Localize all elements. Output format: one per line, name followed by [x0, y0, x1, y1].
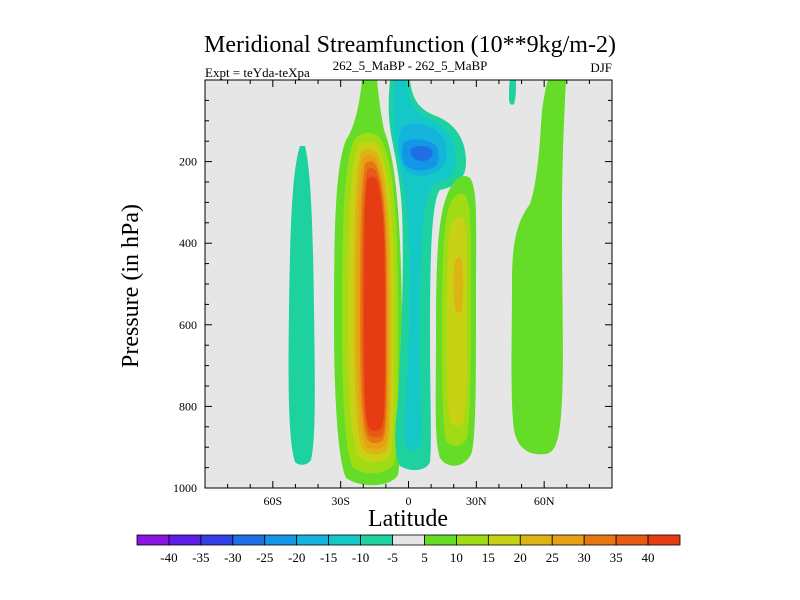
colorbar-label: 5	[421, 550, 428, 565]
experiment-label: Expt = teYda-teXpa	[205, 65, 310, 80]
colorbar-label: -30	[224, 550, 241, 565]
contour-level	[392, 80, 456, 451]
contour-level	[410, 145, 433, 162]
y-tick-label: 1000	[173, 481, 197, 495]
colorbar-label: -15	[320, 550, 337, 565]
colorbar-label: 30	[578, 550, 591, 565]
colorbar-swatch	[615, 534, 649, 546]
colorbar-label: -5	[387, 550, 398, 565]
contour-level	[364, 177, 385, 431]
colorbar-swatch	[456, 534, 489, 546]
contour-level	[447, 217, 468, 426]
x-tick-label: 0	[406, 494, 412, 508]
colorbar-label: 35	[610, 550, 623, 565]
colorbar-label: 10	[450, 550, 463, 565]
equatorial-negative-column	[388, 80, 466, 471]
colorbar-swatch	[296, 534, 330, 546]
colorbar-label: 15	[482, 550, 495, 565]
contour-fields	[288, 80, 566, 486]
nh-weak-positive-cell	[511, 80, 566, 455]
x-tick-label: 60N	[534, 494, 555, 508]
colorbar-label: -35	[192, 550, 209, 565]
colorbar-swatch	[583, 534, 617, 546]
y-tick-label: 800	[179, 399, 197, 413]
colorbar-swatch	[424, 534, 457, 546]
y-tick-label: 600	[179, 318, 197, 332]
axes: 60S 30S 0 30N 60N 200 400 600 800 1000	[173, 80, 612, 508]
y-tick-label: 400	[179, 236, 197, 250]
colorbar-swatch	[328, 534, 361, 546]
colorbar: -40 -35 -30 -25 -20 -15 -10 -5 5 10 15 20 25 30 35 40	[136, 534, 681, 565]
colorbar-swatch	[551, 534, 585, 546]
x-tick-label: 60S	[263, 494, 282, 508]
colorbar-swatch	[200, 534, 234, 546]
contour-level	[453, 257, 464, 313]
nh-positive-cell	[435, 176, 477, 466]
colorbar-label: -40	[160, 550, 177, 565]
y-axis-label: Pressure (in hPa)	[118, 204, 144, 368]
colorbar-label: 25	[546, 550, 559, 565]
colorbar-swatch	[168, 534, 202, 546]
colorbar-swatch	[360, 534, 393, 546]
colorbar-swatch	[264, 534, 298, 546]
colorbar-swatch	[487, 534, 521, 546]
chart-title: Meridional Streamfunction (10**9kg/m-2)	[204, 32, 616, 58]
colorbar-swatch	[232, 534, 266, 546]
x-tick-label: 30S	[331, 494, 350, 508]
x-tick-label: 30N	[466, 494, 487, 508]
colorbar-label: -20	[288, 550, 305, 565]
colorbar-swatch	[647, 534, 681, 546]
colorbar-label: 20	[514, 550, 527, 565]
colorbar-label: -10	[352, 550, 369, 565]
contour-level	[509, 80, 516, 105]
contour-level	[511, 80, 566, 455]
sh-hadley-cell	[334, 80, 403, 486]
colorbar-swatch	[519, 534, 553, 546]
contour-level	[288, 146, 315, 465]
colorbar-label: -25	[256, 550, 273, 565]
x-axis-label: Latitude	[368, 506, 448, 532]
chart-subtitle: 262_5_MaBP - 262_5_MaBP	[333, 58, 488, 73]
y-tick-label: 200	[179, 155, 197, 169]
season-label: DJF	[590, 60, 612, 75]
colorbar-swatch	[136, 534, 170, 546]
nh-upper-negative-sliver	[509, 80, 516, 105]
colorbar-swatch	[392, 534, 425, 546]
colorbar-label: 40	[642, 550, 655, 565]
sh-weak-negative-cell	[288, 146, 315, 465]
